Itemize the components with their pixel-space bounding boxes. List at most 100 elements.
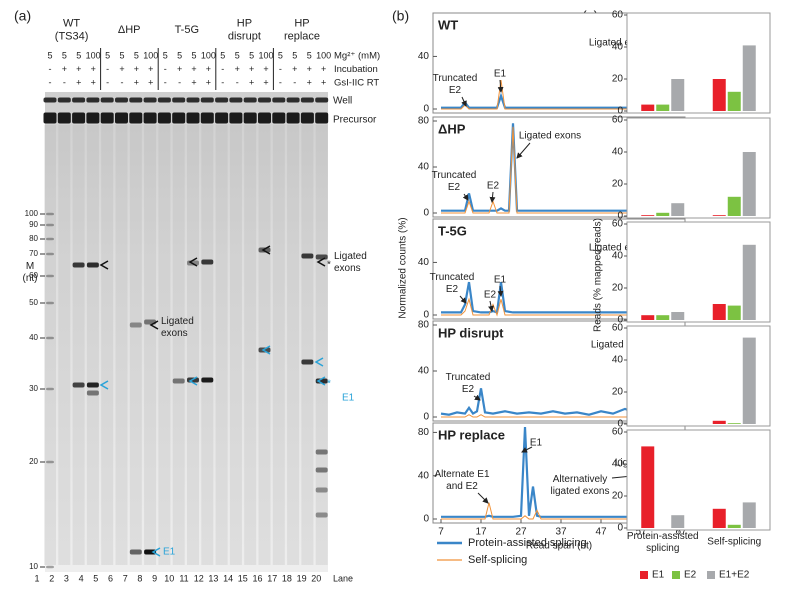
bar xyxy=(712,79,726,111)
lane-number: 19 xyxy=(297,573,307,583)
lane-label: Lane xyxy=(333,573,353,583)
arrowhead xyxy=(261,245,271,255)
gel-band xyxy=(301,253,314,259)
bar xyxy=(727,91,741,111)
y-tick-label: 60 xyxy=(612,323,624,334)
lane-smear xyxy=(187,125,199,565)
annotation: Truncated E2 xyxy=(433,73,478,96)
bar xyxy=(656,212,670,216)
condition: + xyxy=(249,77,254,87)
y-tick-label: 0 xyxy=(423,514,429,525)
marker-size: 80 xyxy=(29,234,38,243)
condition: 5 xyxy=(177,50,182,60)
legend-label: Protein-assisted splicing xyxy=(468,537,587,549)
gel-band xyxy=(46,212,54,216)
lane-smear xyxy=(158,125,171,565)
condition: + xyxy=(321,77,326,87)
gel-band xyxy=(72,112,86,124)
condition: - xyxy=(293,77,296,87)
group-label: ΔHP xyxy=(118,24,141,36)
annotation-arrow xyxy=(459,295,467,304)
lane-number: 11 xyxy=(179,573,188,583)
y-tick-label: 20 xyxy=(612,179,624,190)
group-label: HP replace xyxy=(284,17,320,42)
gel-band xyxy=(215,97,229,103)
x-tick-label: 37 xyxy=(555,527,567,538)
condition: + xyxy=(76,77,81,87)
lane-smear xyxy=(244,125,257,565)
lane-number: 14 xyxy=(223,573,233,583)
y-tick-label: 0 xyxy=(617,315,623,326)
y-tick-label: 0 xyxy=(617,106,623,117)
condition: - xyxy=(279,64,282,74)
lane-smear xyxy=(201,125,214,565)
condition: + xyxy=(321,64,326,74)
x-axis-label: Read span (nt) xyxy=(526,541,592,552)
lane-smear xyxy=(58,125,71,565)
star: * xyxy=(327,260,331,271)
gel-band xyxy=(157,112,171,124)
bar xyxy=(742,337,756,424)
lane-smear xyxy=(72,125,85,565)
bar xyxy=(641,315,655,320)
gel-band xyxy=(215,112,229,124)
gel-band xyxy=(115,97,128,103)
x-tick-label: 27 xyxy=(515,527,527,538)
lane-smear xyxy=(258,125,271,565)
lane-smear xyxy=(301,125,314,565)
bar xyxy=(641,215,655,216)
bar xyxy=(656,104,670,111)
condition: + xyxy=(206,64,211,74)
gel-band xyxy=(46,460,54,464)
gel-band xyxy=(144,549,157,555)
lane-smear xyxy=(44,125,56,565)
gel-band xyxy=(46,274,54,278)
y-tick-label: 0 xyxy=(617,211,623,222)
gel-band xyxy=(46,223,54,227)
lane-number: 12 xyxy=(194,573,204,583)
group-label: HP disrupt xyxy=(228,17,261,42)
condition: + xyxy=(307,77,312,87)
gel-band xyxy=(43,112,57,124)
lane-smear xyxy=(172,125,185,565)
gel-band xyxy=(129,112,143,124)
arrowhead xyxy=(314,357,324,367)
condition: + xyxy=(235,64,240,74)
condition: + xyxy=(249,64,254,74)
condition: 5 xyxy=(235,50,240,60)
product-label: Ligated exons xyxy=(334,251,367,274)
gel-band xyxy=(315,449,328,455)
legend-swatch xyxy=(640,571,648,579)
marker-size: 90 xyxy=(29,220,38,229)
gel-band xyxy=(100,112,114,124)
gel-band xyxy=(86,390,99,396)
gel-band xyxy=(243,112,257,124)
gel-band xyxy=(46,237,54,241)
gel-band xyxy=(229,112,243,124)
annotation: E1 xyxy=(494,69,507,80)
bar xyxy=(727,423,741,424)
condition: 5 xyxy=(249,50,254,60)
lane-smear xyxy=(144,125,157,565)
condition: + xyxy=(191,64,196,74)
gel-band xyxy=(258,112,271,124)
lane-smear xyxy=(229,125,242,565)
gel-band xyxy=(86,97,100,103)
band-label: Well xyxy=(333,96,352,107)
condition: 5 xyxy=(163,50,168,60)
lane-number: 2 xyxy=(49,573,54,583)
x-tick-label: 47 xyxy=(595,527,607,538)
condition: - xyxy=(178,77,181,87)
y-tick-label: 80 xyxy=(418,427,430,438)
condition: 5 xyxy=(220,50,225,60)
condition: - xyxy=(164,64,167,74)
condition: + xyxy=(206,77,211,87)
chart-title: T-5G xyxy=(438,223,467,238)
y-tick-label: 0 xyxy=(423,208,429,219)
arrowhead xyxy=(99,260,109,270)
gel-band xyxy=(201,259,214,265)
annotation-arrow xyxy=(462,193,469,201)
gel-band xyxy=(272,112,286,124)
product-label: E1 xyxy=(342,393,355,404)
lane-smear xyxy=(215,125,228,565)
